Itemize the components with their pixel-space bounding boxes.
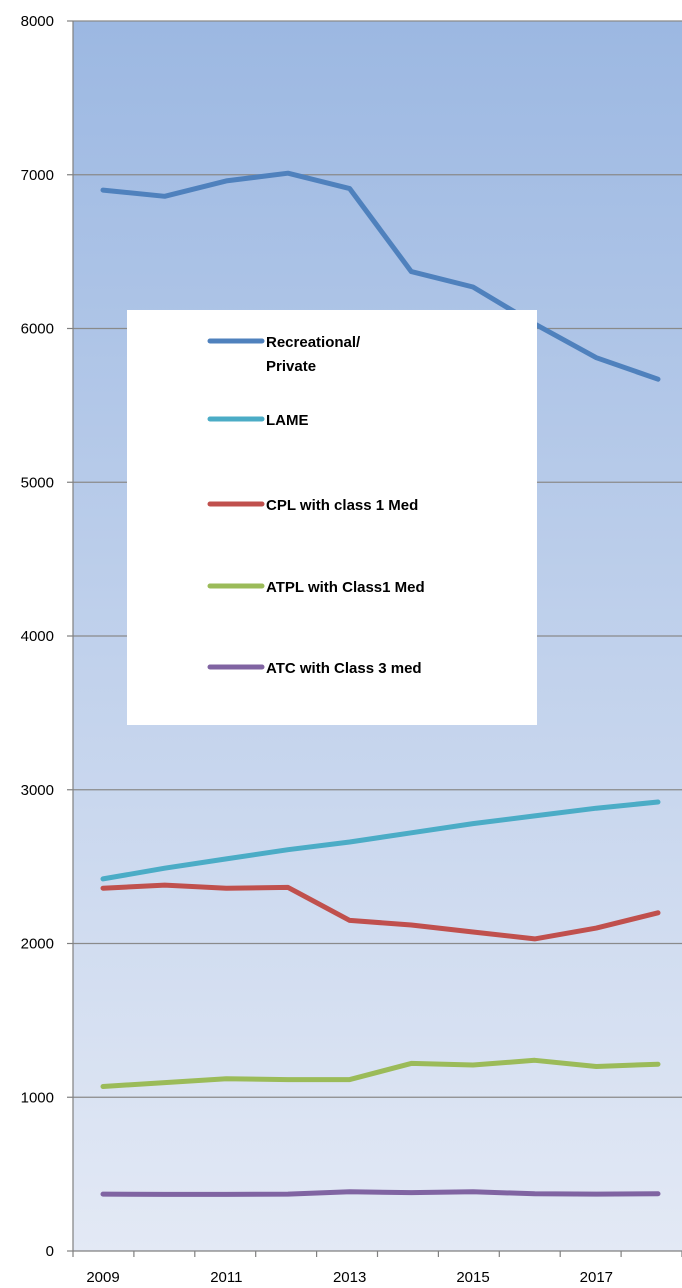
series-line <box>100 882 661 942</box>
x-tick-label: 2013 <box>333 1269 366 1286</box>
y-tick-label: 3000 <box>21 782 54 799</box>
legend: Recreational/Private LAME CPL with class 1… <box>127 310 537 725</box>
x-tick-label: 2009 <box>86 1269 119 1286</box>
series-line <box>100 799 661 882</box>
legend-label: ATC with Class 3 med <box>266 660 422 677</box>
legend-label: ATPL with Class1 Med <box>266 579 425 596</box>
legend-label: Private <box>266 358 316 375</box>
y-tick-label: 6000 <box>21 321 54 338</box>
y-tick-label: 4000 <box>21 628 54 645</box>
legend-label: CPL with class 1 Med <box>266 497 418 514</box>
x-axis-tick-labels: 2009 2011 2013 2015 2017 <box>86 1269 613 1286</box>
y-tick-label: 5000 <box>21 474 54 491</box>
series-line <box>100 1057 661 1089</box>
legend-box <box>127 310 537 725</box>
series-lines <box>100 170 661 1197</box>
y-tick-label: 7000 <box>21 167 54 184</box>
legend-label: Recreational/ <box>266 334 361 351</box>
y-tick-label: 2000 <box>21 936 54 953</box>
legend-label: LAME <box>266 412 309 429</box>
y-tick-label: 1000 <box>21 1089 54 1106</box>
x-tick-label: 2015 <box>456 1269 489 1286</box>
y-tick-label: 8000 <box>21 13 54 30</box>
x-tick-label: 2011 <box>210 1269 242 1286</box>
y-axis-tick-labels: 0 1000 2000 3000 4000 5000 6000 7000 8000 <box>21 13 54 1260</box>
axes <box>67 20 682 1257</box>
series-line <box>100 1189 661 1197</box>
y-tick-label: 0 <box>46 1243 54 1260</box>
series-line <box>100 170 661 382</box>
x-tick-label: 2017 <box>580 1269 613 1286</box>
